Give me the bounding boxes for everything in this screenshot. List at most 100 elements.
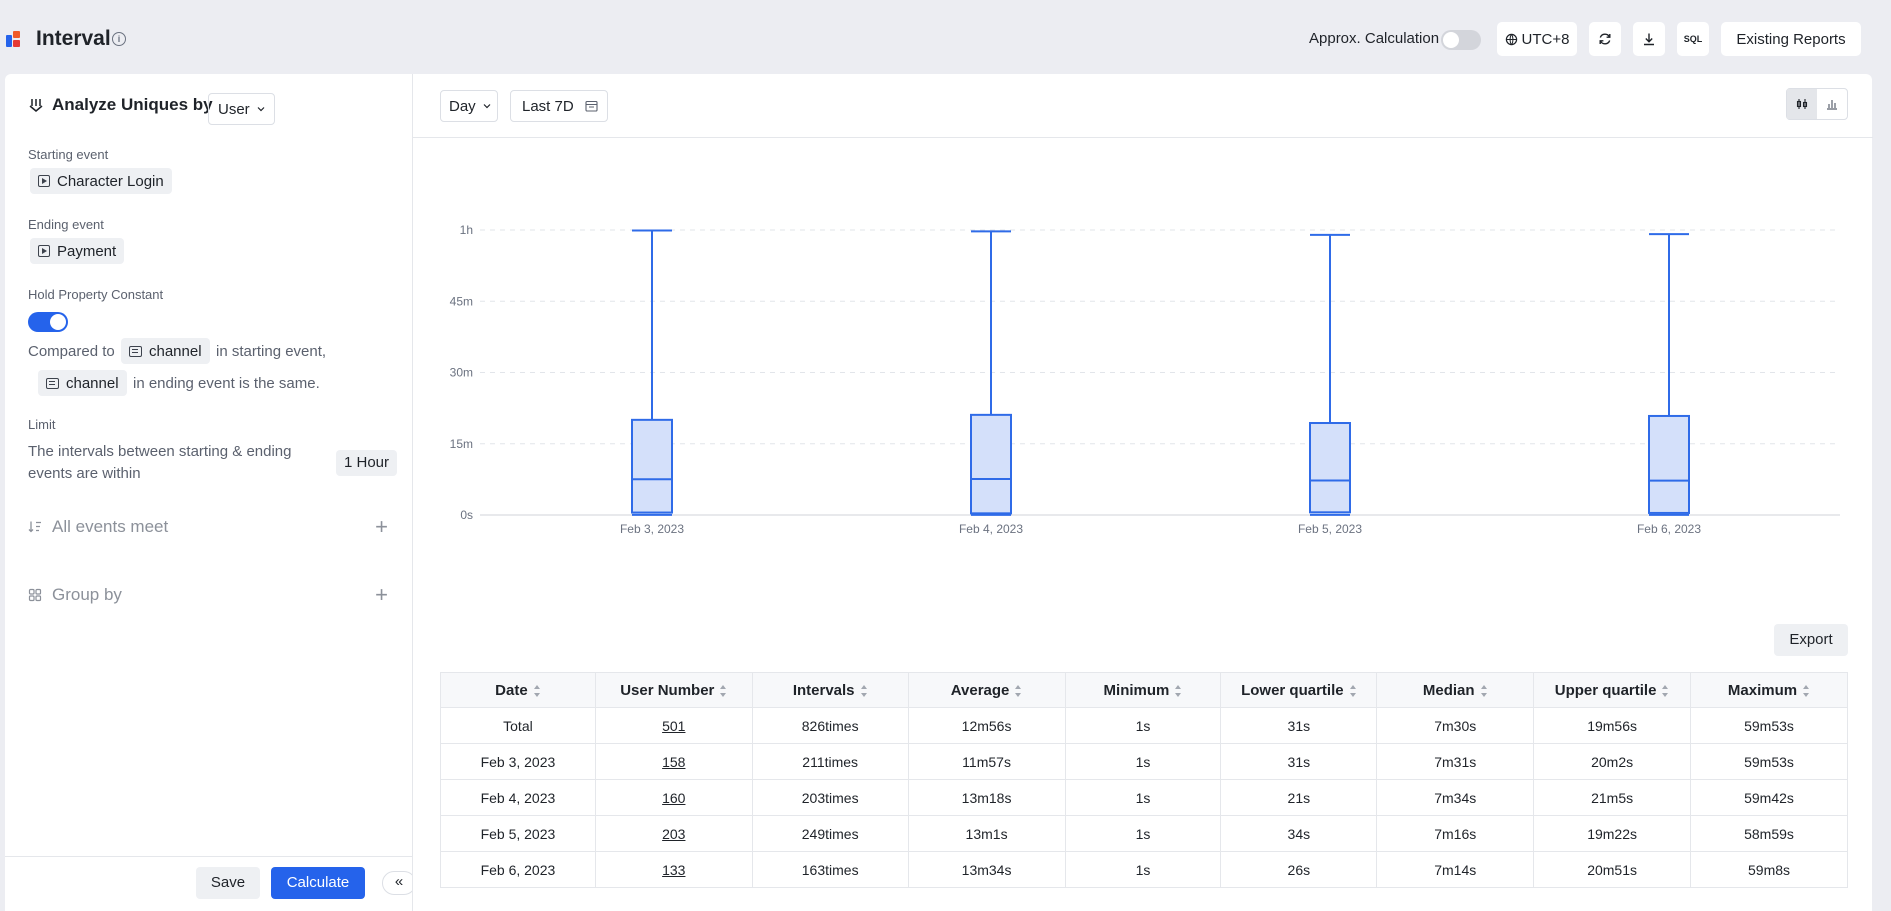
start-property-chip[interactable]: channel (121, 338, 210, 364)
limit-value-chip[interactable]: 1 Hour (336, 450, 398, 476)
column-header[interactable]: Maximum (1690, 672, 1848, 708)
save-button[interactable]: Save (196, 867, 260, 899)
column-header[interactable]: Average (907, 672, 1066, 708)
cell-value: 19m56s (1587, 717, 1637, 734)
starting-event-chip[interactable]: Character Login (30, 168, 172, 194)
sort-icon[interactable] (1480, 684, 1488, 697)
cell-value: 12m56s (961, 717, 1012, 734)
column-header[interactable]: Intervals (751, 672, 909, 708)
export-button[interactable]: Export (1774, 624, 1848, 656)
ending-event-chip[interactable]: Payment (30, 238, 125, 264)
analyze-by-select[interactable]: User (208, 93, 275, 125)
cell-value: 1s (1135, 789, 1151, 806)
column-header-label: Intervals (792, 681, 855, 699)
hold-property-toggle[interactable] (28, 312, 68, 332)
user-number-link[interactable]: 501 (662, 717, 686, 734)
cell-value: 7m16s (1434, 825, 1477, 842)
column-header[interactable]: User Number (594, 672, 753, 708)
all-events-meet-label: All events meet (52, 517, 169, 536)
group-by-row[interactable]: Group by + (28, 583, 388, 607)
cell-value: 7m34s (1434, 789, 1477, 806)
cell-value: 21s (1287, 789, 1311, 806)
download-button[interactable] (1633, 22, 1665, 56)
sql-button[interactable]: SQL (1677, 22, 1709, 56)
timezone-label: UTC+8 (1521, 30, 1570, 48)
timezone-button[interactable]: UTC+8 (1497, 22, 1577, 56)
filter-sort-icon (28, 521, 41, 533)
table-cell: 7m34s (1376, 779, 1535, 816)
refresh-icon (1599, 33, 1611, 45)
table-cell: 133 (594, 851, 753, 888)
user-number-link[interactable]: 158 (662, 753, 686, 770)
add-filter-icon[interactable]: + (375, 514, 388, 539)
user-number-link[interactable]: 160 (662, 789, 686, 806)
cell-value: 7m31s (1434, 753, 1477, 770)
column-header[interactable]: Median (1376, 672, 1535, 708)
user-number-link[interactable]: 133 (662, 861, 686, 878)
collapse-sidebar-button[interactable]: « (382, 871, 416, 895)
cell-value: 13m1s (965, 825, 1008, 842)
chevron-down-icon (257, 107, 265, 112)
sort-icon[interactable] (1175, 684, 1182, 697)
cell-value: 59m53s (1744, 753, 1794, 770)
end-property-chip[interactable]: channel (38, 370, 127, 396)
bar-view-button[interactable] (1817, 89, 1847, 119)
starting-event-value: Character Login (57, 172, 164, 190)
table-cell: 13m1s (907, 815, 1066, 852)
sort-icon[interactable] (860, 684, 868, 697)
table-cell: 59m53s (1690, 743, 1848, 780)
cell-value: 34s (1287, 825, 1311, 842)
column-header[interactable]: Upper quartile (1533, 672, 1692, 708)
column-header[interactable]: Minimum (1064, 672, 1222, 708)
compared-suffix: in ending event is the same. (133, 375, 320, 392)
x-tick-label: Feb 4, 2023 (959, 522, 1023, 536)
sort-icon[interactable] (1803, 684, 1810, 697)
table-row: Feb 3, 2023 158 211times 11m57s 1s 31s 7m31s 20… (440, 743, 1848, 780)
table-cell: 11m57s (907, 743, 1066, 780)
cell-value: 58m59s (1744, 825, 1794, 842)
all-events-meet-row[interactable]: All events meet + (28, 515, 388, 539)
limit-label: Limit (28, 417, 56, 432)
start-property-value: channel (149, 342, 202, 360)
existing-reports-button[interactable]: Existing Reports (1721, 22, 1861, 56)
cell-value: Feb 6, 2023 (480, 861, 556, 878)
calculate-button[interactable]: Calculate (271, 867, 365, 899)
column-header-label: User Number (620, 681, 715, 699)
approx-calculation-toggle[interactable] (1441, 30, 1481, 50)
x-tick-label: Feb 5, 2023 (1298, 522, 1362, 536)
info-icon[interactable]: i (112, 32, 126, 46)
boxplot-view-button[interactable] (1787, 89, 1817, 119)
table-row: Feb 6, 2023 133 163times 13m34s 1s 26s 7m14s 20… (440, 851, 1848, 888)
refresh-button[interactable] (1589, 22, 1621, 56)
download-icon (1644, 33, 1654, 46)
date-range-picker[interactable]: Last 7D (510, 90, 608, 122)
table-cell: 26s (1220, 851, 1378, 888)
table-cell: 1s (1064, 707, 1222, 744)
column-header[interactable]: Date (440, 672, 596, 708)
sort-icon[interactable] (1015, 684, 1022, 697)
table-cell: Total (440, 707, 596, 744)
app-logo (6, 31, 22, 47)
boxplot-icon (1796, 99, 1808, 109)
bar-chart-icon (1827, 100, 1837, 110)
table-cell: 31s (1220, 743, 1378, 780)
x-tick-label: Feb 6, 2023 (1637, 522, 1701, 536)
sort-icon[interactable] (533, 684, 541, 697)
analyze-icon (29, 99, 43, 112)
granularity-select[interactable]: Day (440, 90, 498, 122)
sort-icon[interactable] (1349, 684, 1357, 697)
add-group-icon[interactable]: + (375, 582, 388, 607)
page-title: Interval (36, 27, 111, 50)
sort-icon[interactable] (720, 684, 727, 697)
sort-icon[interactable] (1662, 684, 1669, 697)
table-cell: 826times (751, 707, 909, 744)
table-cell: 34s (1220, 815, 1378, 852)
column-header[interactable]: Lower quartile (1220, 672, 1378, 708)
table-cell: 19m56s (1533, 707, 1692, 744)
table-cell: 211times (751, 743, 909, 780)
table-cell: 501 (594, 707, 753, 744)
cell-value: 826times (801, 717, 859, 734)
cell-value: 31s (1287, 753, 1311, 770)
table-cell: 203 (594, 815, 753, 852)
user-number-link[interactable]: 203 (662, 825, 686, 842)
